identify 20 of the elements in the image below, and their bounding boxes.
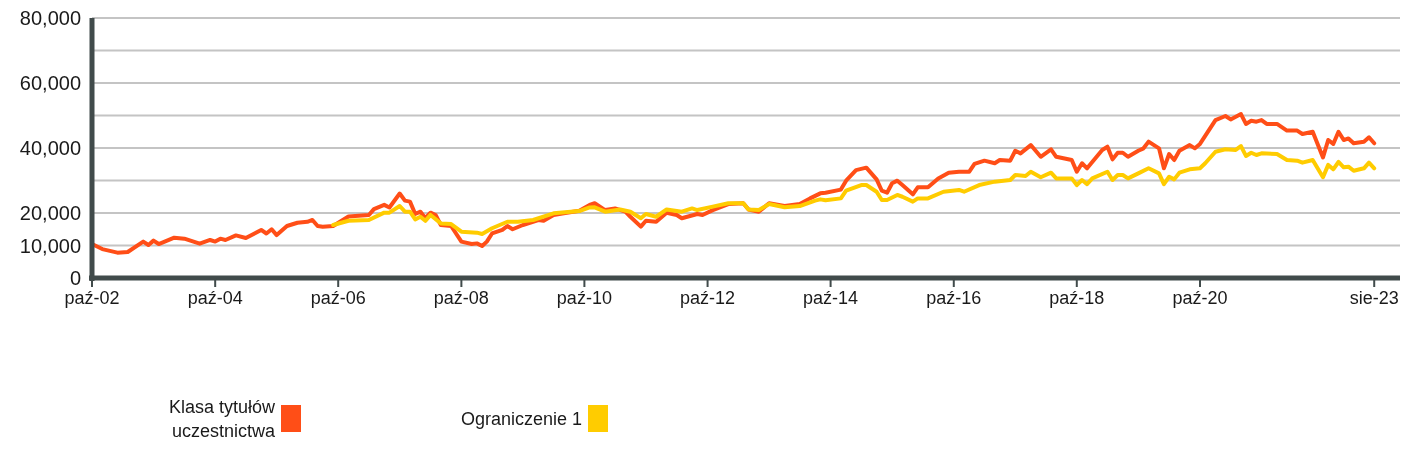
x-tick-label: paź-06 xyxy=(310,288,366,308)
y-tick-label: 60,000 xyxy=(19,72,81,94)
x-tick-label: paź-10 xyxy=(556,288,612,308)
x-tick-label: paź-08 xyxy=(433,288,489,308)
x-tick-label: paź-16 xyxy=(926,288,982,308)
x-tick-label: paź-18 xyxy=(1049,288,1105,308)
y-tick-label: 80,000 xyxy=(19,7,81,29)
x-tick-label: paź-04 xyxy=(187,288,243,308)
y-tick-label: 10,000 xyxy=(19,234,81,257)
y-tick-label: 40,000 xyxy=(19,137,81,159)
x-tick-label: paź-14 xyxy=(803,288,859,308)
legend-label: Ograniczenie 1 xyxy=(460,409,582,430)
line-series xyxy=(331,144,1377,236)
legend-label: Klasa tytułów uczestnictwa xyxy=(168,397,276,442)
y-tick-label: 0 xyxy=(69,267,81,289)
y-tick-label: 20,000 xyxy=(19,202,81,224)
x-tick-label: paź-20 xyxy=(1172,288,1228,308)
x-tick-label: paź-12 xyxy=(680,288,736,308)
x-tick-label: sie-23 xyxy=(1349,288,1399,308)
x-tick-label: paź-02 xyxy=(64,288,120,308)
